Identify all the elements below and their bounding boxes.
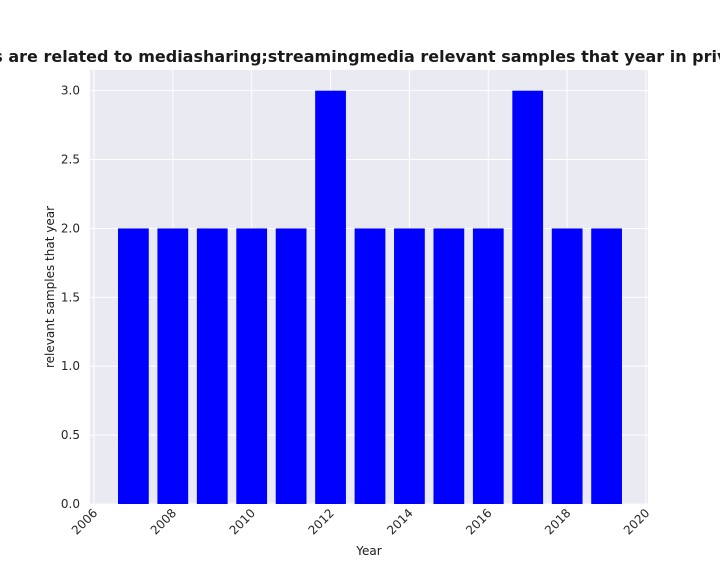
x-tick-label: 2010 (227, 506, 258, 537)
bar-2007 (117, 228, 149, 504)
x-axis-label: Year (355, 544, 381, 558)
y-tick-label: 2.0 (61, 221, 80, 235)
x-tick-label: 2018 (542, 506, 573, 537)
x-tick-labels: 2006 2008 2010 2012 2014 2016 2018 2020 (69, 506, 653, 537)
y-tick-label: 3.0 (61, 84, 80, 98)
x-tick-label: 2008 (148, 506, 179, 537)
bar-2013 (354, 228, 386, 504)
y-tick-label: 0.5 (61, 428, 80, 442)
bar-2019 (591, 228, 622, 504)
y-tick-label: 1.0 (61, 359, 80, 373)
x-tick-label: 2020 (621, 506, 652, 537)
y-axis-label: relevant samples that year (43, 206, 57, 368)
bar-2015 (433, 228, 465, 504)
y-tick-label: 1.5 (61, 290, 80, 304)
bar-2008 (157, 228, 189, 504)
bar-2009 (196, 228, 228, 504)
x-tick-label: 2016 (463, 506, 494, 537)
bar-2011 (275, 228, 307, 504)
bar-2014 (394, 228, 425, 504)
x-tick-label: 2012 (305, 506, 336, 537)
bar-2017 (512, 90, 544, 505)
x-tick-label: 2014 (384, 506, 415, 537)
y-tick-label: 2.5 (61, 153, 80, 167)
bar-2018 (551, 228, 583, 504)
chart-title: Categories are related to mediasharing;s… (0, 47, 720, 66)
bar-2012 (315, 90, 346, 505)
y-tick-label: 0.0 (61, 497, 80, 511)
bars (117, 90, 622, 505)
y-tick-labels: 0.0 0.5 1.0 1.5 2.0 2.5 3.0 (61, 84, 80, 511)
bar-2016 (472, 228, 504, 504)
bar-2010 (236, 228, 268, 504)
